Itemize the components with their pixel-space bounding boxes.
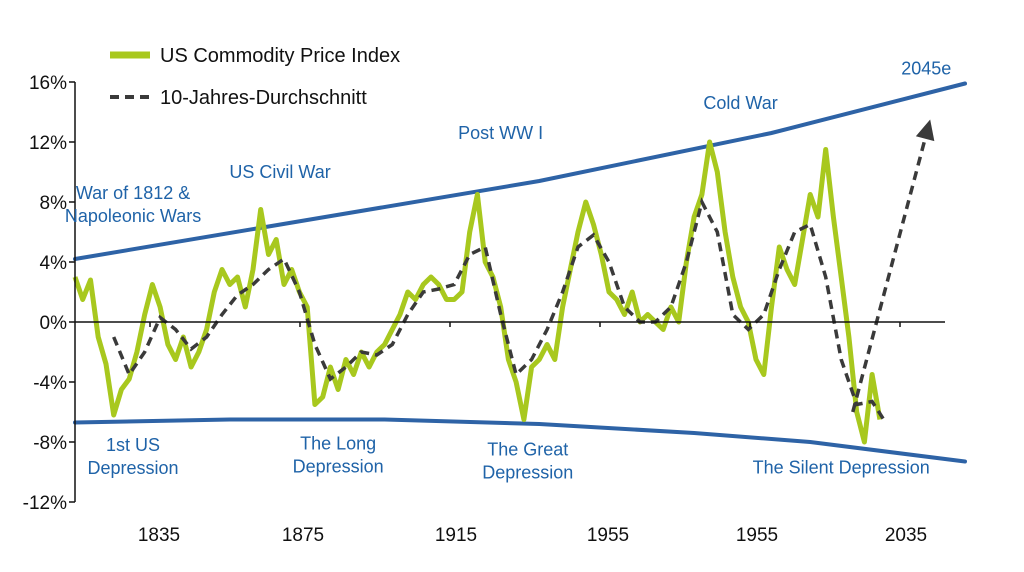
annotation-label: The Long — [300, 434, 376, 454]
annotation-label: Depression — [88, 458, 179, 478]
annotation-label: Napoleonic Wars — [65, 206, 201, 226]
annotation-label: The Great — [487, 440, 568, 460]
y-tick-label: -4% — [33, 373, 67, 394]
commodity-index-line — [72, 139, 883, 445]
x-tick-label: 1955 — [587, 525, 629, 546]
y-tick-label: 12% — [29, 133, 67, 154]
x-tick-label: 1835 — [138, 525, 180, 546]
annotation-label: US Civil War — [229, 162, 330, 182]
projection-arrowhead — [915, 119, 935, 142]
legend-label-index: US Commodity Price Index — [160, 45, 400, 67]
projection-line — [851, 136, 928, 413]
annotation-label: 2045e — [901, 59, 951, 79]
annotation-label: War of 1812 & — [76, 183, 190, 203]
x-tick-label: 1875 — [282, 525, 324, 546]
annotation-label: Depression — [482, 463, 573, 483]
y-tick-label: 0% — [40, 313, 68, 334]
x-tick-label: 1915 — [435, 525, 477, 546]
y-tick-label: -12% — [23, 493, 67, 514]
legend-label-average: 10-Jahres-Durchschnitt — [160, 87, 367, 109]
annotation-label: 1st US — [106, 435, 160, 455]
annotation-label: The Silent Depression — [753, 458, 930, 478]
y-tick-label: -8% — [33, 433, 67, 454]
y-tick-label: 16% — [29, 73, 67, 94]
y-tick-label: 4% — [40, 253, 68, 274]
x-tick-label: 2035 — [885, 525, 927, 546]
upper-trend-line — [73, 81, 967, 261]
annotation-label: Cold War — [703, 93, 777, 113]
lower-trend-line — [73, 417, 967, 464]
x-tick-label: 1955 — [736, 525, 778, 546]
ten-year-average-line — [112, 197, 886, 421]
annotation-label: Depression — [293, 457, 384, 477]
y-tick-label: 8% — [40, 193, 68, 214]
annotation-label: Post WW I — [458, 123, 543, 143]
